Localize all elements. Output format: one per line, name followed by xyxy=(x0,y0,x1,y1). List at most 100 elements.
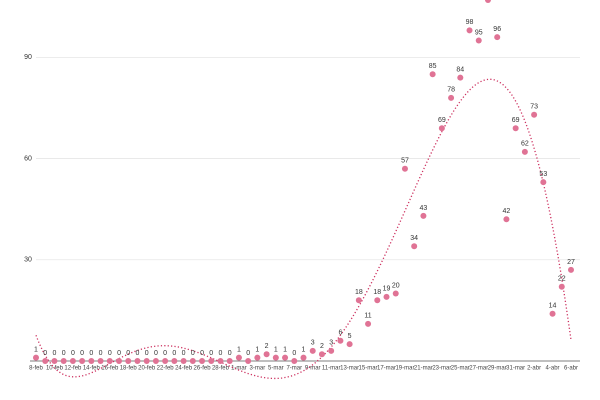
data-label: 0 xyxy=(80,350,84,357)
data-label: 1 xyxy=(237,346,241,353)
data-label: 1 xyxy=(302,346,306,353)
data-point xyxy=(429,71,436,78)
x-tick-label: 28-feb xyxy=(212,366,230,372)
x-tick-label: 21-mar xyxy=(414,366,433,372)
data-point xyxy=(346,341,353,348)
data-point xyxy=(235,354,242,361)
data-point xyxy=(309,347,316,354)
data-point xyxy=(475,37,482,44)
x-tick-label: 31-mar xyxy=(506,366,525,372)
data-point xyxy=(568,266,574,273)
x-tick-label: 4-abr xyxy=(546,366,560,372)
data-label: 2 xyxy=(265,343,269,350)
data-point xyxy=(272,354,279,361)
y-tick-label: 60 xyxy=(24,155,32,162)
data-point xyxy=(365,320,372,327)
x-tick-label: 9-mar xyxy=(305,366,321,372)
data-label: 0 xyxy=(145,350,149,357)
data-label: 0 xyxy=(228,350,232,357)
data-point xyxy=(540,179,547,186)
x-tick-label: 19-mar xyxy=(395,366,414,372)
data-label: 69 xyxy=(438,117,446,124)
data-point xyxy=(531,111,538,118)
data-point xyxy=(383,293,390,300)
data-point xyxy=(199,358,206,364)
x-tick-label: 23-mar xyxy=(432,366,451,372)
data-label: 0 xyxy=(126,350,130,357)
x-tick-label: 1-mar xyxy=(231,366,247,372)
data-point xyxy=(143,358,150,364)
data-point xyxy=(134,358,141,364)
data-label: 0 xyxy=(43,350,47,357)
data-label: 18 xyxy=(355,289,363,296)
data-point xyxy=(97,358,104,364)
data-point xyxy=(448,94,455,101)
x-tick-label: 25-mar xyxy=(451,366,470,372)
data-label: 0 xyxy=(200,350,204,357)
data-point xyxy=(411,243,418,250)
data-point xyxy=(374,297,381,304)
data-point xyxy=(494,34,501,41)
data-point xyxy=(69,358,76,364)
data-label: 5 xyxy=(348,333,352,340)
data-point xyxy=(318,351,325,358)
data-label: 98 xyxy=(466,19,474,26)
data-point xyxy=(189,358,196,364)
data-label: 2 xyxy=(320,343,324,350)
data-point xyxy=(337,337,344,344)
data-label: 0 xyxy=(117,350,121,357)
x-tick-label: 18-feb xyxy=(120,366,138,372)
data-point xyxy=(106,358,113,364)
data-point xyxy=(217,358,224,364)
x-tick-label: 12-feb xyxy=(64,366,82,372)
data-point xyxy=(291,358,298,364)
data-point xyxy=(60,358,67,364)
data-label: 0 xyxy=(246,350,250,357)
data-label: 20 xyxy=(392,282,400,289)
data-point xyxy=(503,216,510,223)
data-point xyxy=(79,358,86,364)
data-point xyxy=(466,27,473,34)
x-tick-label: 27-mar xyxy=(469,366,488,372)
x-tick-label: 7-mar xyxy=(286,366,302,372)
data-label: 0 xyxy=(219,350,223,357)
data-point xyxy=(558,283,565,290)
data-label: 3 xyxy=(329,340,333,347)
x-tick-label: 29-mar xyxy=(488,366,507,372)
data-point xyxy=(116,358,123,364)
data-point xyxy=(254,354,261,361)
x-tick-label: 22-feb xyxy=(157,366,175,372)
data-label: 62 xyxy=(521,141,529,148)
data-point xyxy=(328,347,335,354)
data-label: 14 xyxy=(549,303,557,310)
data-label: 0 xyxy=(172,350,176,357)
data-label: 0 xyxy=(99,350,103,357)
data-point xyxy=(42,358,49,364)
data-point xyxy=(51,358,58,364)
data-label: 3 xyxy=(311,340,315,347)
data-label: 0 xyxy=(209,350,213,357)
data-label: 0 xyxy=(292,350,296,357)
data-label: 27 xyxy=(567,259,575,266)
data-label: 84 xyxy=(456,66,464,73)
data-label: 1 xyxy=(34,346,38,353)
data-label: 96 xyxy=(493,26,501,33)
data-label: 1 xyxy=(274,346,278,353)
data-label: 0 xyxy=(154,350,158,357)
data-label: 78 xyxy=(447,87,455,94)
data-label: 73 xyxy=(530,104,538,111)
data-point xyxy=(208,358,215,364)
x-tick-label: 2-abr xyxy=(527,366,541,372)
data-label: 11 xyxy=(364,313,371,320)
data-label: 85 xyxy=(429,63,437,70)
data-label: 0 xyxy=(136,350,140,357)
data-point xyxy=(521,148,528,155)
y-tick-label: 90 xyxy=(24,54,32,61)
data-label: 0 xyxy=(62,350,66,357)
data-label: 0 xyxy=(108,350,112,357)
x-tick-label: 13-mar xyxy=(340,366,359,372)
data-point xyxy=(88,358,95,364)
data-label: 1 xyxy=(283,346,287,353)
x-tick-label: 11-mar xyxy=(322,366,341,372)
x-tick-label: 15-mar xyxy=(359,366,378,372)
